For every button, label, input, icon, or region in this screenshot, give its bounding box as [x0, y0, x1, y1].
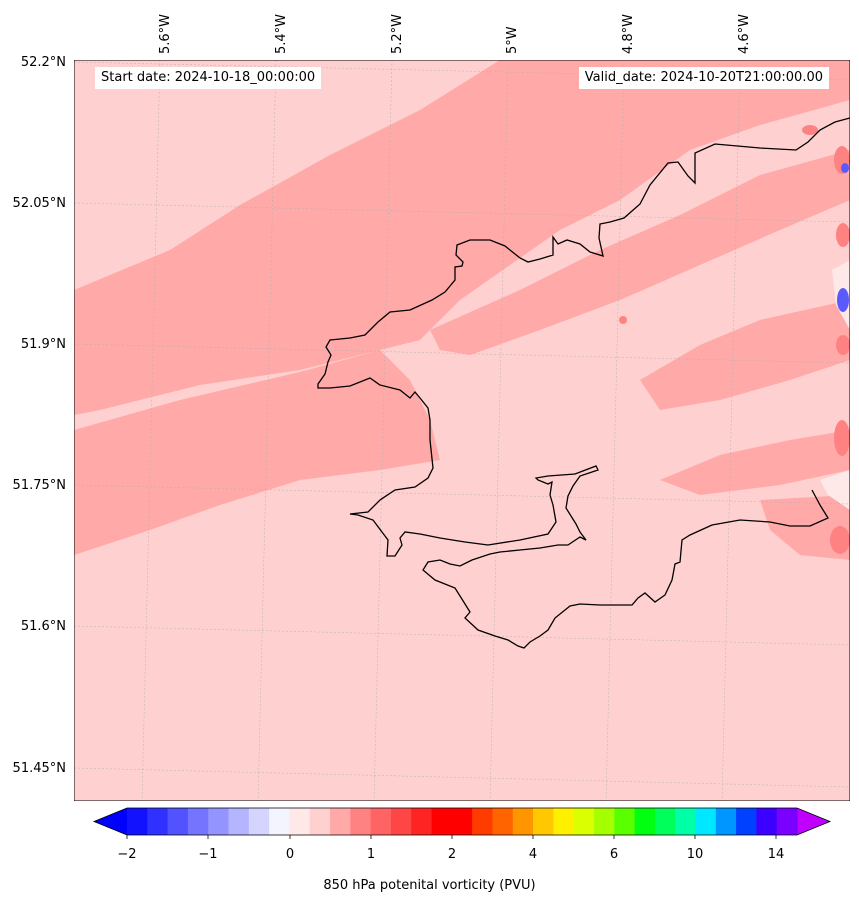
colorbar-segment — [654, 808, 676, 835]
colorbar-ticks: −2 −1 0 1 2 4 6 10 14 — [117, 847, 784, 862]
longitude-labels: 5.6°W 5.4°W 5.2°W 5°W 4.8°W 4.6°W — [158, 14, 752, 54]
colorbar-segment — [553, 808, 575, 835]
lon-label: 5.4°W — [274, 14, 289, 54]
colorbar-segment — [533, 808, 554, 835]
colorbar-segment — [350, 808, 372, 835]
latitude-labels: 52.2°N 52.05°N 51.9°N 51.75°N 51.6°N 51.… — [13, 55, 66, 776]
lat-label: 51.75°N — [13, 478, 66, 493]
colorbar-segment — [289, 808, 311, 835]
start-date-label: Start date: 2024-10-18_00:00:00 — [95, 67, 322, 89]
colorbar-segment — [330, 808, 351, 835]
valid-date-label: Valid_date: 2024-10-20T21:00:00.00 — [578, 67, 829, 89]
cbar-tick-label: 4 — [529, 847, 537, 862]
colorbar-segment — [228, 808, 250, 835]
colorbar-segment — [269, 808, 291, 835]
colorbar-segment — [472, 808, 494, 835]
colorbar-segment — [634, 808, 656, 835]
cbar-tick-label: 2 — [448, 847, 456, 862]
pv-band-right3 — [760, 495, 850, 560]
colorbar-segment — [431, 808, 453, 835]
cbar-tick-label: 1 — [367, 847, 375, 862]
colorbar-segment — [492, 808, 514, 835]
cbar-tick-label: −2 — [117, 847, 136, 862]
colorbar-segment — [593, 808, 615, 835]
colorbar-segment — [390, 808, 412, 835]
lon-label: 5.2°W — [390, 14, 405, 54]
colorbar-segment — [309, 808, 331, 835]
pv-negative-spots — [837, 163, 849, 312]
lat-label: 52.2°N — [21, 55, 66, 70]
pv-band-right — [640, 300, 850, 410]
colorbar-segment — [573, 808, 595, 835]
cbar-tick-label: −1 — [198, 847, 217, 862]
cbar-tick-label: 10 — [687, 847, 704, 862]
coastline — [317, 117, 850, 649]
colorbar-segment — [167, 808, 189, 835]
pv-light-patch — [820, 470, 850, 510]
colorbar-label: 850 hPa potenital vorticity (PVU) — [323, 878, 536, 893]
colorbar-extend-high — [797, 808, 830, 835]
colorbar-extend-low — [94, 808, 127, 835]
colorbar-segment — [675, 808, 697, 835]
graticule — [74, 60, 850, 801]
colorbar-segment — [127, 808, 148, 835]
lat-label: 51.9°N — [21, 337, 66, 352]
lat-label: 51.45°N — [13, 761, 66, 776]
lon-label: 4.6°W — [737, 14, 752, 54]
colorbar-segment — [208, 808, 230, 835]
colorbar-segment — [370, 808, 392, 835]
pv-band-mid — [430, 150, 850, 355]
colorbar — [92, 807, 832, 839]
pv-band-upper — [74, 60, 850, 415]
colorbar-segment — [187, 808, 209, 835]
cbar-tick-label: 14 — [768, 847, 785, 862]
colorbar-segment — [411, 808, 433, 835]
colorbar-segment — [451, 808, 473, 835]
lon-label: 4.8°W — [621, 14, 636, 54]
pv-band-right2 — [660, 430, 850, 495]
colorbar-segment — [147, 808, 169, 835]
colorbar-segment — [512, 808, 534, 835]
lon-label: 5°W — [505, 26, 520, 54]
pv-band-lower — [74, 350, 440, 555]
colorbar-segment — [614, 808, 636, 835]
cbar-tick-label: 6 — [610, 847, 618, 862]
colorbar-segment — [695, 808, 717, 835]
pv-field — [74, 60, 850, 801]
lon-label: 5.6°W — [158, 14, 173, 54]
cbar-tick-label: 0 — [286, 847, 294, 862]
colorbar-segment — [776, 808, 798, 835]
colorbar-segment — [736, 808, 757, 835]
lat-label: 51.6°N — [21, 619, 66, 634]
colorbar-segment — [248, 808, 270, 835]
lat-label: 52.05°N — [13, 196, 66, 211]
colorbar-segment — [715, 808, 737, 835]
colorbar-segment — [756, 808, 778, 835]
